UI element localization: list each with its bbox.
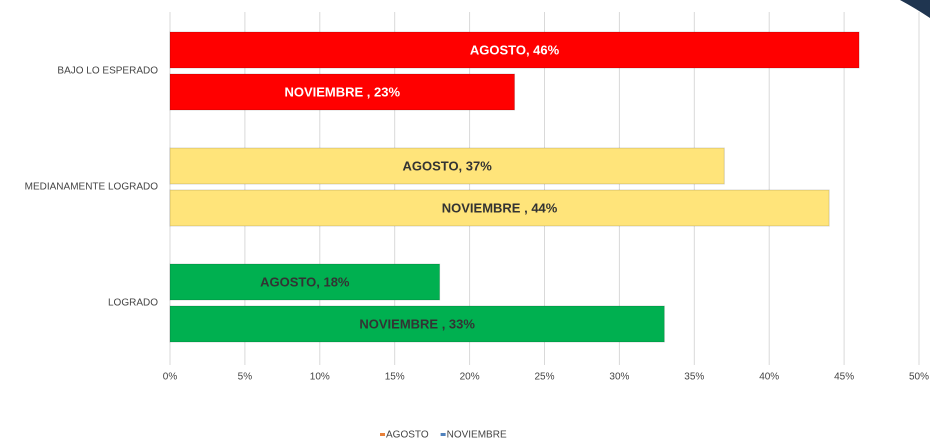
x-tick-label: 20% [460,372,480,383]
bar [169,31,860,69]
value-label: AGOSTO, 18% [260,274,350,289]
bar [169,189,830,227]
category-label: MEDIANAMENTE LOGRADO [25,182,159,193]
value-label: AGOSTO, 46% [470,42,560,57]
x-tick-label: 10% [310,372,330,383]
value-label: NOVIEMBRE , 33% [359,316,475,331]
value-label: NOVIEMBRE , 23% [284,84,400,99]
legend-label: AGOSTO [386,430,429,441]
bar [169,147,725,185]
x-tick-label: 30% [609,372,629,383]
value-label: NOVIEMBRE , 44% [442,200,558,215]
x-tick-label: 45% [834,372,854,383]
legend-swatch [440,433,446,436]
x-tick-label: 25% [534,372,554,383]
category-label: LOGRADO [108,298,158,309]
category-label: BAJO LO ESPERADO [57,66,158,77]
x-tick-label: 15% [385,372,405,383]
legend-swatch [380,433,385,436]
value-label: AGOSTO, 37% [402,158,492,173]
x-tick-label: 0% [163,372,178,383]
x-tick-label: 40% [759,372,779,383]
legend-label: NOVIEMBRE [447,430,507,441]
corner-decoration [900,0,930,18]
x-tick-label: 5% [238,372,253,383]
x-tick-label: 50% [909,372,929,383]
bar [169,305,665,343]
bar [169,73,516,111]
x-tick-label: 35% [684,372,704,383]
bar [169,263,441,301]
